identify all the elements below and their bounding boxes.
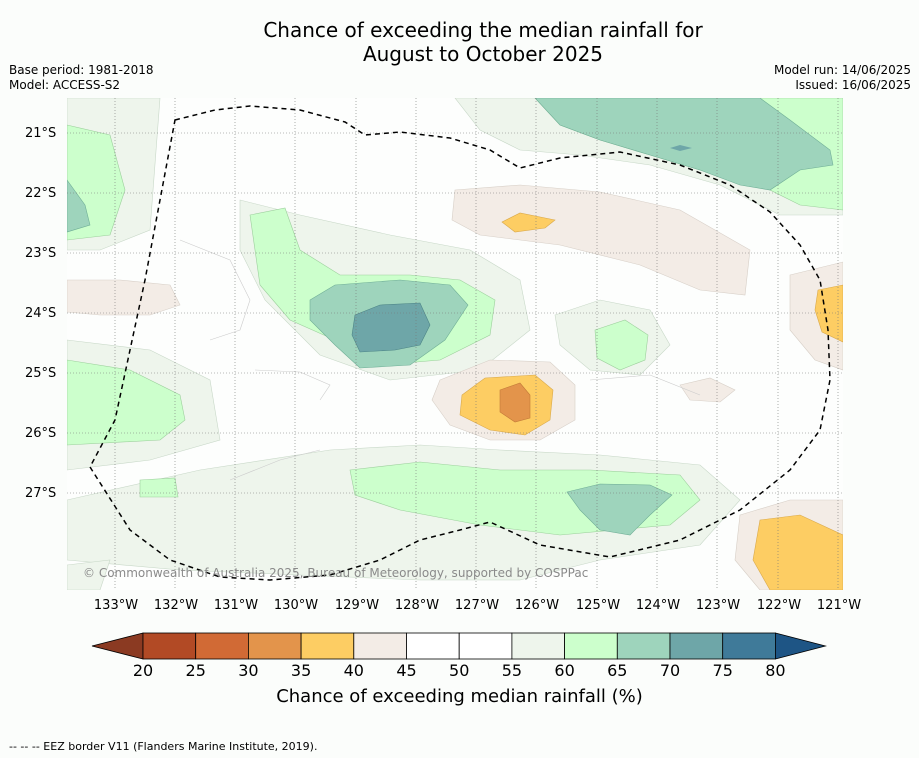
contour-70-top <box>670 145 692 151</box>
colorbar-cell <box>195 632 249 660</box>
colorbar-cell <box>511 632 565 660</box>
colorbar-tick-label: 35 <box>290 661 312 680</box>
model-name: Model: ACCESS-S2 <box>9 78 121 92</box>
lon-label-125: 125°W <box>575 598 621 613</box>
map-title: Chance of exceeding the median rainfall … <box>0 18 919 66</box>
contour-40-east <box>814 284 843 343</box>
colorbar-tick-label: 45 <box>396 661 417 680</box>
contour-40-southeast <box>752 514 843 590</box>
contour-55-bottomleft <box>67 559 111 590</box>
contour-45-east-small <box>679 377 736 403</box>
colorbar-label: Chance of exceeding median rainfall (%) <box>276 686 643 707</box>
lon-label-133: 133°W <box>93 598 139 613</box>
lon-label-121: 121°W <box>816 598 862 613</box>
contour-65-left <box>67 179 91 233</box>
contour-60-small <box>139 477 179 498</box>
lon-label-124: 124°W <box>635 598 681 613</box>
eez-border <box>89 105 831 581</box>
contour-60-east-blob <box>594 319 649 371</box>
contour-line-1 <box>179 239 251 341</box>
contour-line-3 <box>589 374 701 396</box>
colorbar <box>91 632 827 660</box>
lon-label-123: 123°W <box>695 598 741 613</box>
colorbar-tick-label: 60 <box>554 661 575 680</box>
lat-label-24: 24°S <box>25 306 57 321</box>
title-line-2: August to October 2025 <box>362 42 604 66</box>
contour-45-west <box>67 279 181 316</box>
colorbar-cells <box>91 632 827 660</box>
colorbar-cell <box>669 632 724 660</box>
meta-left: Base period: 1981-2018 Model: ACCESS-S2 <box>9 63 154 93</box>
colorbar-cell <box>142 632 197 660</box>
issued-date: Issued: 16/06/2025 <box>795 78 911 92</box>
colorbar-cell <box>406 632 460 660</box>
rainfall-map <box>67 98 843 590</box>
copyright-notice: © Commonwealth of Australia 2025, Bureau… <box>83 566 589 580</box>
colorbar-cell <box>300 632 355 660</box>
lon-label-122: 122°W <box>756 598 802 613</box>
colorbar-tick-label: 25 <box>185 661 206 680</box>
lon-label-131: 131°W <box>213 598 259 613</box>
colorbar-cell <box>722 632 776 660</box>
contour-65-top-right <box>534 98 834 191</box>
colorbar-tick-label: 75 <box>712 661 733 680</box>
lon-label-132: 132°W <box>153 598 199 613</box>
contour-60-left-lower <box>67 359 186 446</box>
colorbar-tick-label: 55 <box>501 661 523 680</box>
footnote: -- -- -- EEZ border V11 (Flanders Marine… <box>9 740 318 753</box>
lon-label-130: 130°W <box>273 598 319 613</box>
contour-70-center <box>351 302 431 353</box>
lon-label-128: 128°W <box>394 598 440 613</box>
colorbar-cell <box>458 632 513 660</box>
contour-line-4 <box>229 449 321 481</box>
map-contours <box>67 98 843 590</box>
model-run: Model run: 14/06/2025 <box>773 63 911 77</box>
colorbar-tick-label: 40 <box>343 661 364 680</box>
lon-label-129: 129°W <box>334 598 380 613</box>
lat-label-27: 27°S <box>25 486 57 501</box>
lat-label-22: 22°S <box>25 186 57 201</box>
lat-label-26: 26°S <box>25 426 57 441</box>
contour-35-south <box>499 382 531 423</box>
lon-label-127: 127°W <box>454 598 500 613</box>
colorbar-tick-label: 20 <box>132 661 154 680</box>
colorbar-cell <box>616 632 671 660</box>
contour-line-2 <box>254 369 331 401</box>
colorbar-tick-label: 80 <box>765 661 786 680</box>
base-period: Base period: 1981-2018 <box>9 63 154 77</box>
colorbar-cell <box>247 632 302 660</box>
meta-right: Model run: 14/06/2025 Issued: 16/06/2025 <box>774 63 911 93</box>
colorbar-cell <box>564 632 618 660</box>
colorbar-tick-label: 30 <box>238 661 259 680</box>
colorbar-extend-high <box>775 632 827 660</box>
grid-lines <box>67 98 843 590</box>
title-line-1: Chance of exceeding the median rainfall … <box>263 18 703 42</box>
lon-label-126: 126°W <box>514 598 560 613</box>
lat-label-25: 25°S <box>25 366 57 381</box>
contour-65-bottom <box>566 483 673 536</box>
contour-40-north <box>501 212 556 233</box>
colorbar-extend-low <box>91 632 144 660</box>
contour-45-north <box>451 184 751 296</box>
colorbar-cell <box>353 632 407 660</box>
lat-label-21: 21°S <box>25 126 57 141</box>
colorbar-tick-label: 65 <box>607 661 628 680</box>
lat-label-23: 23°S <box>25 246 57 261</box>
colorbar-tick-label: 70 <box>659 661 681 680</box>
colorbar-tick-label: 50 <box>449 661 470 680</box>
